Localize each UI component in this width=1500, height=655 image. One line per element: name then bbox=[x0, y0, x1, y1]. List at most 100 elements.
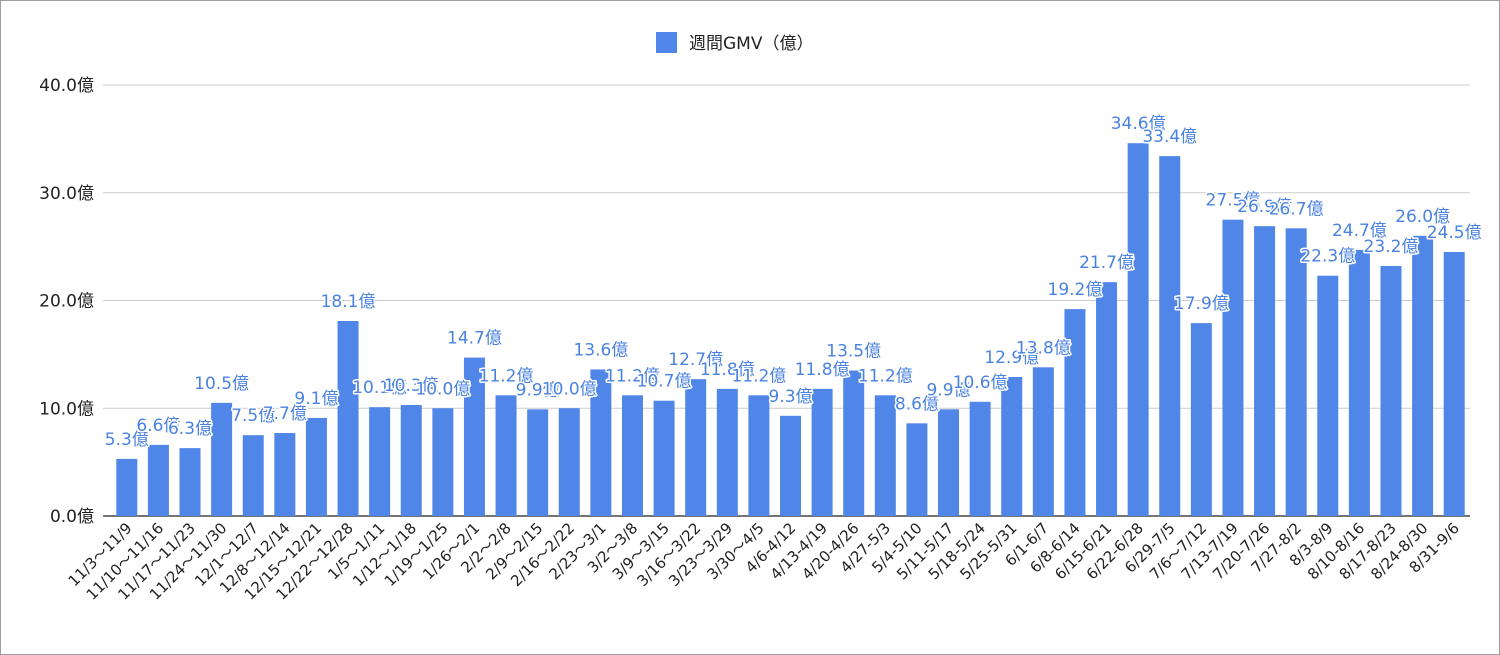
legend-swatch bbox=[656, 32, 677, 53]
bar bbox=[463, 357, 485, 516]
y-tick-label: 20.0億 bbox=[39, 292, 94, 312]
data-label: 24.5億 bbox=[1427, 223, 1482, 243]
legend-label: 週間GMV（億） bbox=[689, 34, 813, 54]
data-label: 23.2億 bbox=[1364, 237, 1419, 257]
bar bbox=[590, 369, 612, 516]
bar bbox=[811, 388, 833, 516]
y-tick-label: 40.0億 bbox=[39, 76, 94, 96]
y-axis: 0.0億 10.0億 20.0億 30.0億 40.0億 bbox=[39, 76, 94, 527]
data-label: 11.2億 bbox=[731, 366, 786, 386]
bar bbox=[527, 409, 549, 516]
data-label: 7.7億 bbox=[263, 404, 307, 424]
data-label: 26.0億 bbox=[1395, 207, 1450, 227]
bar bbox=[1317, 275, 1339, 516]
data-label: 27.5億 bbox=[1206, 191, 1261, 211]
x-axis: 11/3～11/911/10～11/1611/17～11/2311/24～11/… bbox=[65, 519, 1463, 603]
bar bbox=[558, 408, 580, 516]
data-label: 34.6億 bbox=[1111, 114, 1166, 134]
bar bbox=[432, 408, 454, 516]
data-label: 10.1億 bbox=[352, 378, 407, 398]
legend: 週間GMV（億） bbox=[656, 32, 813, 54]
data-labels: 5.3億6.6億6.3億10.5億7.5億7.7億9.1億18.1億10.1億1… bbox=[103, 113, 1483, 452]
data-label: 5.3億 bbox=[105, 430, 149, 450]
bar bbox=[843, 370, 865, 516]
y-tick-label: 10.0億 bbox=[39, 399, 94, 419]
bar bbox=[716, 388, 738, 516]
data-label: 13.5億 bbox=[826, 342, 881, 362]
bar bbox=[969, 401, 991, 516]
bar bbox=[1064, 309, 1086, 516]
data-label: 6.6億 bbox=[136, 416, 180, 436]
bar bbox=[116, 458, 138, 516]
data-label: 10.0億 bbox=[415, 379, 470, 399]
data-label: 24.7億 bbox=[1332, 221, 1387, 241]
bar bbox=[1380, 266, 1402, 516]
data-label: 11.8億 bbox=[700, 360, 755, 380]
data-label: 9.9億 bbox=[516, 380, 560, 400]
bar bbox=[621, 395, 643, 516]
bar bbox=[1412, 235, 1434, 516]
data-label: 7.5億 bbox=[231, 406, 275, 426]
bar bbox=[495, 395, 517, 516]
data-label: 14.7億 bbox=[447, 329, 502, 349]
bar bbox=[242, 435, 264, 516]
bar bbox=[211, 402, 233, 516]
data-label: 18.1億 bbox=[321, 292, 376, 312]
bar bbox=[179, 448, 201, 516]
data-label: 26.7億 bbox=[1269, 199, 1324, 219]
bar bbox=[274, 433, 296, 516]
data-label: 9.3億 bbox=[768, 387, 812, 407]
bar bbox=[1222, 219, 1244, 516]
data-label: 21.7億 bbox=[1079, 253, 1134, 273]
data-label: 6.3億 bbox=[168, 419, 212, 439]
bar bbox=[369, 407, 391, 516]
bar bbox=[780, 415, 801, 516]
data-label: 10.7億 bbox=[637, 372, 692, 392]
bar bbox=[874, 395, 896, 516]
bar bbox=[748, 395, 770, 516]
bar bbox=[1443, 252, 1465, 516]
bar bbox=[1159, 156, 1181, 517]
bar bbox=[1127, 143, 1149, 516]
bar bbox=[1096, 282, 1118, 516]
y-tick-label: 30.0億 bbox=[39, 184, 94, 204]
data-label: 10.0億 bbox=[542, 379, 597, 399]
bar bbox=[1001, 377, 1023, 516]
data-label: 12.9億 bbox=[984, 348, 1039, 368]
bar bbox=[337, 320, 359, 516]
data-label: 10.5億 bbox=[194, 374, 249, 394]
data-label: 10.3億 bbox=[384, 376, 439, 396]
bar bbox=[1190, 323, 1212, 516]
data-label: 22.3億 bbox=[1300, 247, 1355, 267]
data-label: 13.8億 bbox=[1016, 338, 1071, 358]
bar bbox=[1348, 249, 1370, 517]
data-label: 8.6億 bbox=[895, 394, 939, 414]
bar bbox=[1032, 367, 1054, 516]
data-label: 9.9億 bbox=[926, 380, 970, 400]
data-label: 33.4億 bbox=[1142, 127, 1197, 147]
bar bbox=[305, 417, 327, 516]
data-label: 11.2億 bbox=[858, 366, 913, 386]
y-tick-label: 0.0億 bbox=[50, 507, 94, 527]
bar bbox=[653, 400, 675, 516]
bars bbox=[116, 143, 1465, 517]
data-label: 11.2億 bbox=[605, 366, 660, 386]
data-label: 26.9億 bbox=[1237, 197, 1292, 217]
bar bbox=[906, 423, 928, 516]
bar bbox=[938, 409, 960, 516]
bar bbox=[1254, 226, 1276, 516]
bar bbox=[147, 444, 169, 516]
bar bbox=[1285, 228, 1307, 516]
data-label: 13.6億 bbox=[573, 340, 628, 360]
bar bbox=[685, 379, 707, 516]
data-label: 9.1億 bbox=[294, 389, 338, 409]
data-label: 17.9億 bbox=[1174, 294, 1229, 314]
bar bbox=[400, 405, 422, 516]
data-label: 11.2億 bbox=[479, 366, 534, 386]
data-label: 11.8億 bbox=[795, 360, 850, 380]
data-label: 10.6億 bbox=[953, 373, 1008, 393]
data-label: 12.7億 bbox=[668, 350, 723, 370]
data-label: 19.2億 bbox=[1048, 280, 1103, 300]
